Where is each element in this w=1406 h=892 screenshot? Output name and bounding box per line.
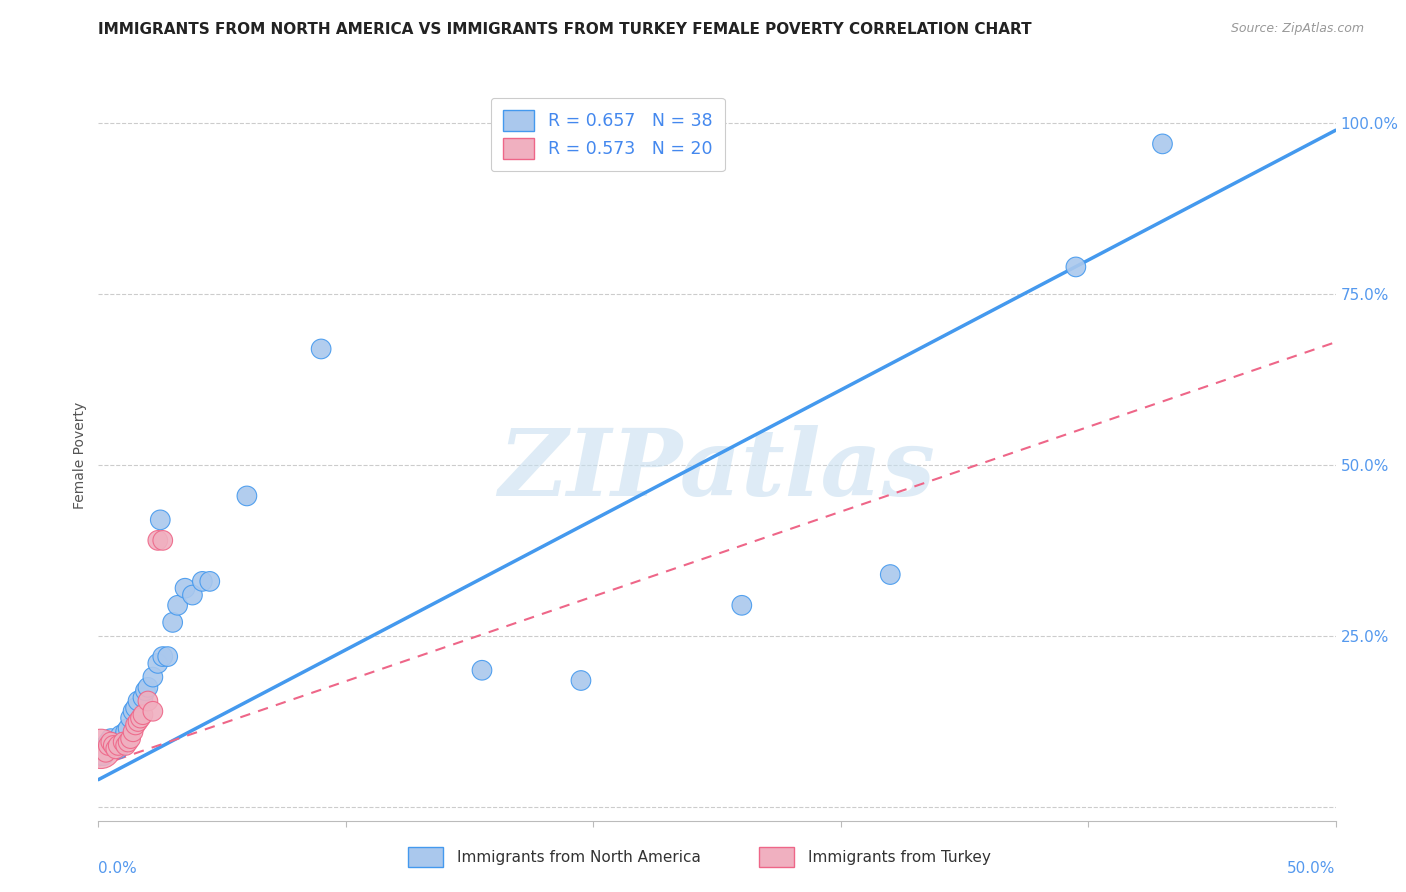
Point (156, 649, 179, 664)
Point (97, 739, 120, 753)
Point (181, 588, 204, 602)
Point (100, 731, 122, 746)
Point (731, 599, 754, 613)
Point (174, 581, 197, 595)
Text: ZIPatlas: ZIPatlas (499, 425, 935, 515)
Point (90, 742, 112, 756)
Point (117, 735, 139, 749)
Point (103, 739, 125, 753)
Point (124, 718, 146, 732)
Point (94, 745, 117, 759)
Point (146, 533, 169, 548)
Y-axis label: Female Poverty: Female Poverty (73, 401, 87, 508)
Point (879, 567, 901, 582)
Point (104, 742, 127, 756)
Point (94, 739, 117, 753)
Point (97, 735, 120, 749)
Point (103, 739, 125, 753)
Point (1064, 260, 1087, 274)
Point (127, 694, 149, 708)
Text: 50.0%: 50.0% (1288, 861, 1336, 876)
Point (149, 513, 172, 527)
Text: 0.0%: 0.0% (98, 861, 138, 876)
Point (134, 683, 156, 698)
Point (309, 342, 332, 356)
Point (142, 704, 165, 718)
Point (122, 724, 145, 739)
Point (132, 690, 155, 705)
Point (236, 489, 259, 503)
Point (146, 657, 169, 671)
Point (1152, 136, 1174, 151)
Point (198, 574, 221, 589)
Point (142, 670, 165, 684)
Point (90, 742, 112, 756)
Point (471, 663, 494, 677)
Point (129, 711, 152, 725)
Point (107, 739, 129, 753)
Point (132, 707, 155, 722)
Point (114, 724, 136, 739)
Text: Immigrants from Turkey: Immigrants from Turkey (808, 850, 991, 864)
Point (136, 694, 159, 708)
Point (127, 714, 149, 729)
Legend: R = 0.657   N = 38, R = 0.573   N = 20: R = 0.657 N = 38, R = 0.573 N = 20 (491, 98, 724, 171)
Point (112, 731, 135, 746)
Point (166, 599, 188, 613)
Text: Source: ZipAtlas.com: Source: ZipAtlas.com (1230, 22, 1364, 36)
Point (124, 701, 146, 715)
Point (191, 574, 214, 589)
Point (162, 615, 184, 630)
Point (100, 735, 122, 749)
Text: IMMIGRANTS FROM NORTH AMERICA VS IMMIGRANTS FROM TURKEY FEMALE POVERTY CORRELATI: IMMIGRANTS FROM NORTH AMERICA VS IMMIGRA… (98, 22, 1032, 37)
Point (117, 722, 139, 736)
Point (120, 711, 142, 725)
Point (114, 739, 136, 753)
Point (122, 704, 145, 718)
Text: Immigrants from North America: Immigrants from North America (457, 850, 700, 864)
Point (569, 673, 592, 688)
Point (93, 748, 115, 763)
Point (152, 533, 174, 548)
Point (110, 728, 132, 742)
Point (152, 649, 174, 664)
Point (136, 681, 159, 695)
Point (107, 742, 129, 756)
Point (112, 735, 135, 749)
Point (120, 731, 142, 746)
Point (104, 735, 127, 749)
